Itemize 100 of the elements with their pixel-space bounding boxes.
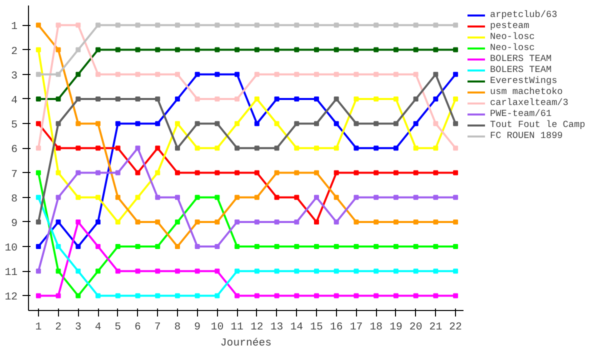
point bbox=[294, 22, 300, 28]
point bbox=[36, 293, 41, 298]
point bbox=[56, 244, 61, 250]
point bbox=[135, 22, 140, 28]
x-tick-label: 5 bbox=[114, 322, 122, 334]
legend-label: Neo-losc bbox=[490, 42, 535, 53]
point bbox=[254, 170, 260, 176]
point bbox=[76, 72, 81, 77]
point bbox=[214, 146, 220, 151]
point bbox=[374, 121, 379, 126]
y-tick-label: 7 bbox=[11, 168, 18, 181]
point bbox=[194, 244, 200, 250]
point bbox=[76, 219, 81, 224]
point bbox=[234, 121, 240, 126]
x-tick-label: 1 bbox=[35, 322, 42, 334]
point bbox=[393, 244, 398, 250]
point bbox=[393, 194, 398, 200]
point bbox=[354, 170, 359, 176]
point bbox=[155, 146, 160, 151]
point bbox=[433, 268, 438, 274]
point bbox=[214, 96, 220, 102]
point bbox=[174, 219, 180, 224]
point bbox=[56, 121, 61, 126]
point bbox=[36, 219, 41, 224]
point bbox=[36, 47, 41, 52]
y-tick-label: 10 bbox=[4, 242, 18, 255]
point bbox=[334, 244, 339, 250]
point bbox=[234, 194, 240, 200]
legend-label: BOLERS TEAM bbox=[490, 53, 552, 64]
point bbox=[234, 170, 240, 176]
point bbox=[294, 268, 300, 274]
point bbox=[135, 194, 140, 200]
x-tick-label: 14 bbox=[290, 322, 304, 334]
point bbox=[274, 194, 280, 200]
point bbox=[234, 96, 240, 102]
point bbox=[36, 194, 41, 200]
point bbox=[374, 244, 379, 250]
legend-label: PWE-team/61 bbox=[490, 108, 552, 119]
x-tick-label: 17 bbox=[350, 322, 363, 334]
point bbox=[96, 47, 101, 52]
x-tick-label: 13 bbox=[270, 322, 284, 334]
point bbox=[155, 244, 160, 250]
x-tick-label: 18 bbox=[370, 322, 383, 334]
x-tick-label: 15 bbox=[310, 322, 323, 334]
point bbox=[274, 244, 280, 250]
point bbox=[314, 244, 320, 250]
point bbox=[155, 121, 160, 126]
point bbox=[254, 121, 260, 126]
point bbox=[374, 22, 379, 28]
point bbox=[453, 47, 458, 52]
point bbox=[115, 96, 120, 102]
point bbox=[234, 219, 240, 224]
point bbox=[115, 121, 120, 126]
point bbox=[393, 293, 398, 298]
point bbox=[314, 96, 320, 102]
point bbox=[155, 96, 160, 102]
point bbox=[135, 268, 140, 274]
point bbox=[354, 293, 359, 298]
point bbox=[294, 146, 300, 151]
point bbox=[194, 194, 200, 200]
point bbox=[194, 22, 200, 28]
point bbox=[194, 121, 200, 126]
point bbox=[254, 146, 260, 151]
point bbox=[194, 47, 200, 52]
point bbox=[334, 121, 339, 126]
point bbox=[115, 219, 120, 224]
point bbox=[453, 194, 458, 200]
point bbox=[433, 22, 438, 28]
point bbox=[76, 170, 81, 176]
x-tick-label: 9 bbox=[194, 322, 201, 334]
point bbox=[36, 170, 41, 176]
point bbox=[214, 293, 220, 298]
point bbox=[76, 96, 81, 102]
point bbox=[334, 219, 339, 224]
x-tick-label: 2 bbox=[55, 322, 62, 334]
point bbox=[274, 96, 280, 102]
point bbox=[334, 47, 339, 52]
point bbox=[115, 268, 120, 274]
point bbox=[374, 47, 379, 52]
x-tick-label: 22 bbox=[449, 322, 462, 334]
point bbox=[393, 47, 398, 52]
point bbox=[334, 22, 339, 28]
point bbox=[354, 194, 359, 200]
point bbox=[194, 72, 200, 77]
point bbox=[294, 121, 300, 126]
point bbox=[135, 219, 140, 224]
point bbox=[453, 219, 458, 224]
point bbox=[393, 219, 398, 224]
point bbox=[413, 293, 418, 298]
point bbox=[135, 293, 140, 298]
x-tick-label: 16 bbox=[330, 322, 343, 334]
point bbox=[433, 72, 438, 77]
point bbox=[135, 72, 140, 77]
point bbox=[433, 146, 438, 151]
point bbox=[274, 72, 280, 77]
point bbox=[174, 96, 180, 102]
point bbox=[334, 96, 339, 102]
point bbox=[374, 194, 379, 200]
point bbox=[314, 47, 320, 52]
point bbox=[76, 121, 81, 126]
